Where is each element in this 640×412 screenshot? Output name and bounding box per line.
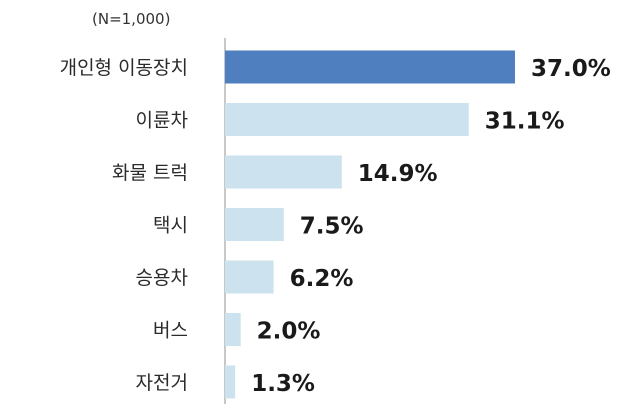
value-label: 1.3% [251, 371, 315, 397]
bar [225, 208, 284, 241]
category-label: 택시 [153, 215, 188, 237]
bar [225, 103, 469, 136]
value-label: 31.1% [485, 109, 565, 135]
category-label: 자전거 [136, 372, 188, 394]
bar [225, 50, 515, 84]
category-label: 버스 [153, 320, 188, 342]
value-label: 14.9% [358, 161, 438, 187]
category-label: 승용차 [136, 267, 188, 289]
bar [225, 155, 342, 189]
bars-group: 개인형 이동장치 37.0% 이륜차 31.1% 화물 트럭 14.9% 택시 7.5% 승용차… [60, 50, 611, 399]
bar [225, 260, 274, 294]
value-label: 37.0% [531, 56, 611, 82]
bar [225, 313, 241, 346]
sample-size-note: (N=1,000) [92, 10, 170, 28]
bar [225, 365, 236, 399]
value-label: 7.5% [300, 214, 364, 240]
value-label: 2.0% [257, 319, 321, 345]
category-label: 개인형 이동장치 [60, 57, 188, 79]
category-label: 화물 트럭 [112, 162, 188, 184]
category-label: 이륜차 [136, 110, 188, 132]
value-label: 6.2% [290, 266, 354, 292]
